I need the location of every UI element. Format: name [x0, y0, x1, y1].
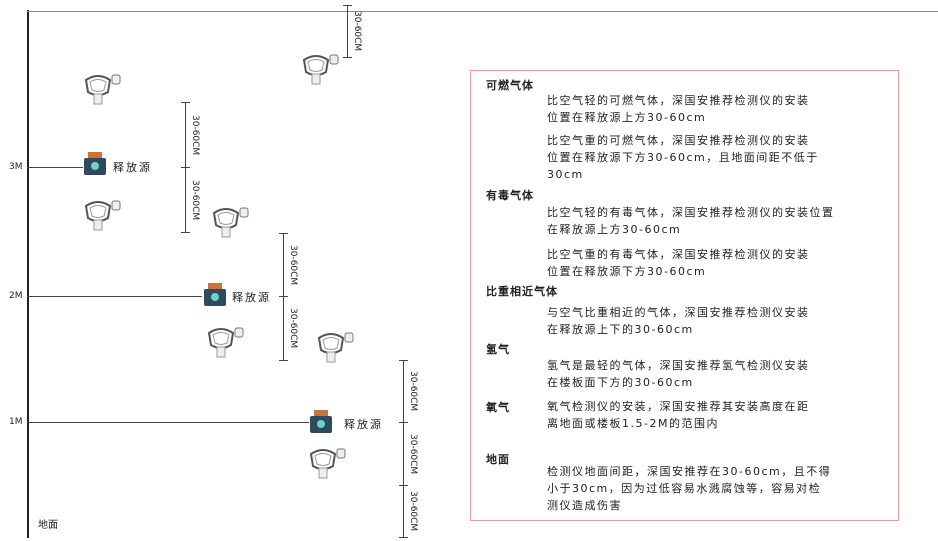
gas-detector-icon — [203, 325, 245, 363]
toxic-heavy-text: 比空气重的有毒气体，深国安推荐检测仪的安装 位置在释放源下方30-60cm — [547, 248, 810, 278]
dimension-tick — [181, 232, 190, 233]
oxygen-text: 氧气检测仪的安装，深国安推荐其安装高度在距 离地面或楼板1.5-2M的范围内 — [547, 400, 810, 430]
dimension-line — [185, 102, 186, 167]
dimension-tick — [399, 537, 408, 538]
combustible-title: 可燃气体 — [486, 79, 534, 92]
gas-detector-icon — [313, 330, 355, 368]
dimension-tick — [399, 360, 408, 361]
release-source-icon — [309, 410, 333, 438]
release-source-icon — [203, 283, 227, 311]
dimension-label: 30-60CM — [190, 114, 200, 155]
release-source-label: 释放源 — [344, 418, 383, 431]
level-3m-line — [27, 167, 83, 168]
dimension-tick — [279, 360, 288, 361]
ceiling-line — [27, 11, 938, 12]
similar-text: 与空气比重相近的气体，深国安推荐检测仪安装 在释放源上下的30-60cm — [547, 306, 810, 336]
dimension-label: 30-60CM — [408, 433, 418, 474]
release-source-label: 释放源 — [232, 291, 271, 304]
dimension-tick — [399, 485, 408, 486]
dimension-tick — [343, 57, 352, 58]
ground-label: 地面 — [38, 520, 58, 531]
release-source-icon — [83, 152, 107, 180]
combustible-light-text: 比空气轻的可燃气体，深国安推荐检测仪的安装 位置在释放源上方30-60cm — [547, 94, 810, 124]
dimension-line — [283, 296, 284, 360]
dimension-line — [283, 233, 284, 296]
gas-detector-icon — [80, 198, 122, 236]
info-panel: 可燃气体 比空气轻的可燃气体，深国安推荐检测仪的安装 位置在释放源上方30-60c… — [470, 70, 899, 521]
combustible-heavy-text: 比空气重的可燃气体，深国安推荐检测仪的安装 位置在释放源下方30-60cm，且地面… — [547, 134, 819, 181]
gas-detector-icon — [305, 446, 347, 484]
height-axis — [27, 10, 29, 538]
gas-detector-icon — [208, 205, 250, 243]
level-2m-label: 2M — [9, 291, 23, 301]
similar-title: 比重相近气体 — [486, 285, 558, 298]
dimension-label: 30-60CM — [408, 491, 418, 532]
release-source-label: 释放源 — [113, 161, 152, 174]
level-2m-line — [27, 296, 202, 297]
dimension-line — [403, 485, 404, 537]
toxic-light-text: 比空气轻的有毒气体，深国安推荐检测仪的安装位置 在释放源上方30-60cm — [547, 206, 835, 236]
dimension-tick — [181, 102, 190, 103]
hydrogen-text: 氢气是最轻的气体，深国安推荐氢气检测仪安装 在楼板面下方的30-60cm — [547, 359, 810, 389]
level-3m-label: 3M — [9, 162, 23, 172]
dimension-line — [347, 5, 348, 57]
oxygen-title: 氧气 — [486, 401, 510, 414]
hydrogen-title: 氢气 — [486, 343, 510, 356]
dimension-label: 30-60CM — [288, 244, 298, 285]
dimension-label: 30-60CM — [408, 371, 418, 412]
level-1m-line — [27, 422, 309, 423]
dimension-line — [403, 360, 404, 422]
ground-title: 地面 — [486, 453, 510, 466]
gas-detector-icon — [298, 52, 340, 90]
dimension-label: 30-60CM — [190, 179, 200, 220]
dimension-label: 30-60CM — [288, 308, 298, 349]
dimension-label: 30-60CM — [352, 11, 362, 52]
gas-detector-icon — [80, 72, 122, 110]
dimension-tick — [399, 422, 408, 423]
dimension-line — [403, 422, 404, 485]
dimension-tick — [181, 167, 190, 168]
level-1m-label: 1M — [9, 417, 23, 427]
dimension-tick — [279, 233, 288, 234]
dimension-line — [185, 167, 186, 232]
toxic-title: 有毒气体 — [486, 189, 534, 202]
dimension-tick — [279, 296, 288, 297]
ground-text: 检测仪地面间距，深国安推荐在30-60cm，且不得 小于30cm，因为过低容易水溅… — [547, 465, 832, 512]
dimension-tick — [343, 5, 352, 6]
